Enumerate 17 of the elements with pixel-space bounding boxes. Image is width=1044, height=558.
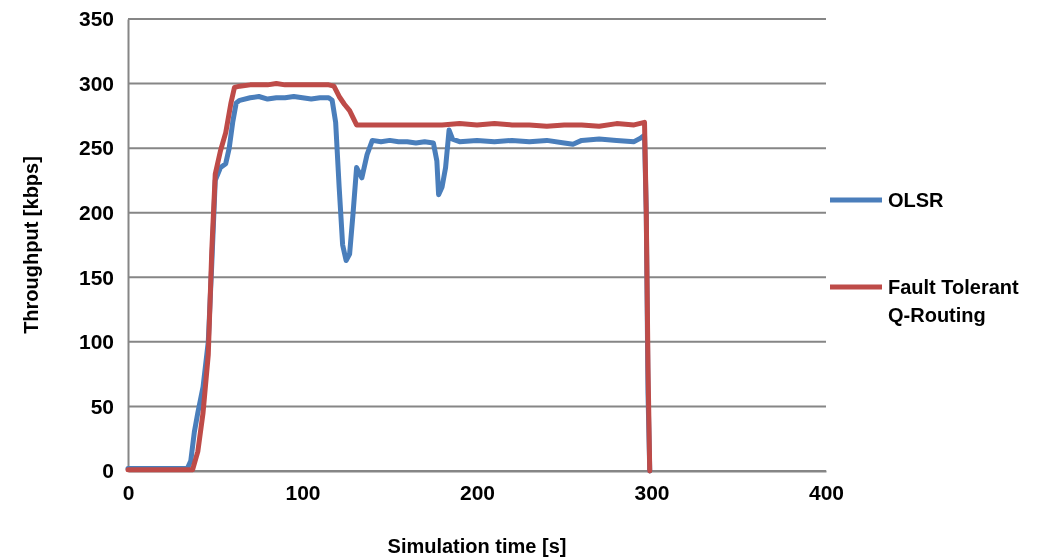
x-tick-label: 0 — [122, 480, 135, 504]
legend-label: OLSR — [888, 189, 945, 211]
x-tick-label: 400 — [808, 480, 845, 504]
x-tick-label: 200 — [459, 480, 496, 504]
y-tick-label: 300 — [78, 71, 114, 95]
y-tick-label: 50 — [90, 394, 114, 418]
y-tick-label: 0 — [102, 459, 114, 483]
y-tick-label: 350 — [78, 7, 114, 31]
y-tick-label: 150 — [78, 265, 114, 289]
y-tick-label: 200 — [78, 200, 114, 224]
x-tick-label: 100 — [285, 480, 321, 504]
y-tick-label: 250 — [78, 136, 114, 160]
x-axis-title: Simulation time [s] — [387, 535, 567, 557]
legend-label: Fault Tolerant Q-Routing — [888, 276, 1020, 326]
x-tick-label: 300 — [634, 480, 670, 504]
y-tick-label: 100 — [78, 330, 114, 354]
y-axis-title: Throughput [kbps] — [20, 156, 42, 334]
